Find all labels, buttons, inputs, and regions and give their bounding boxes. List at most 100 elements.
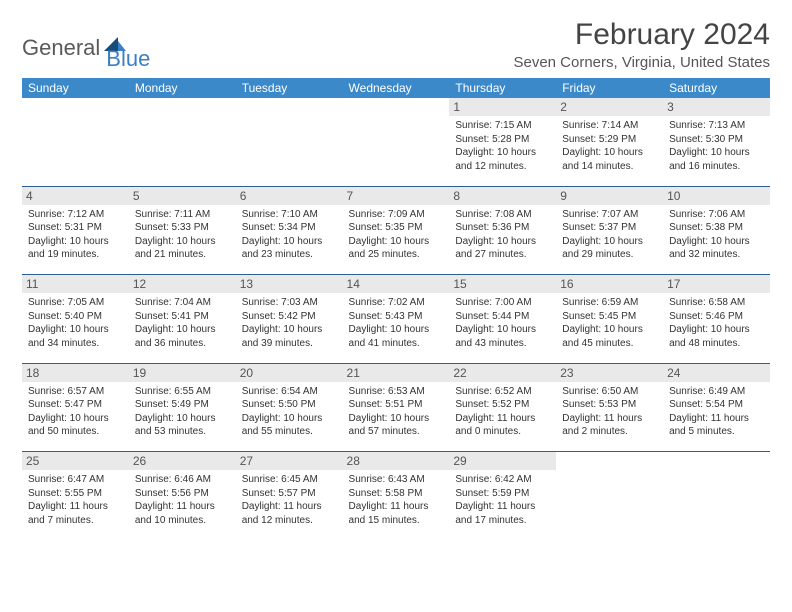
day-details: Sunrise: 6:52 AMSunset: 5:52 PMDaylight:… (453, 385, 552, 439)
day-number: 9 (556, 187, 663, 205)
calendar-cell: 2Sunrise: 7:14 AMSunset: 5:29 PMDaylight… (556, 98, 663, 186)
page-title: February 2024 (513, 18, 770, 52)
calendar-cell: 23 Sunrise: 6:50 AMSunset: 5:53 PMDayligh… (556, 364, 663, 452)
calendar-cell: 27Sunrise: 6:45 AMSunset: 5:57 PMDayligh… (236, 452, 343, 540)
day-number: 27 (236, 452, 343, 470)
day-number: 1 (449, 98, 556, 116)
day-number: 16 (556, 275, 663, 293)
calendar-week: 1 Sunrise: 7:15 AMSunset: 5:28 PMDaylight… (22, 98, 770, 186)
calendar-cell: 5Sunrise: 7:11 AMSunset: 5:33 PMDaylight… (129, 187, 236, 275)
calendar-cell: 4 Sunrise: 7:12 AMSunset: 5:31 PMDaylight… (22, 187, 129, 275)
calendar-cell: 15Sunrise: 7:00 AMSunset: 5:44 PMDayligh… (449, 275, 556, 363)
calendar-cell (22, 98, 129, 186)
day-number: 24 (663, 364, 770, 382)
calendar-cell: 11 Sunrise: 7:05 AMSunset: 5:40 PMDayligh… (22, 275, 129, 363)
day-header: Wednesday (343, 78, 450, 98)
calendar-cell: 25Sunrise: 6:47 AMSunset: 5:55 PMDayligh… (22, 452, 129, 540)
calendar-cell: 17 Sunrise: 6:58 AMSunset: 5:46 PMDayligh… (663, 275, 770, 363)
day-details: Sunrise: 7:05 AMSunset: 5:40 PMDaylight:… (26, 296, 125, 350)
calendar-cell: 1 Sunrise: 7:15 AMSunset: 5:28 PMDaylight… (449, 98, 556, 186)
day-number: 3 (663, 98, 770, 116)
day-details: Sunrise: 6:58 AMSunset: 5:46 PMDaylight:… (667, 296, 766, 350)
calendar-week: 18 Sunrise: 6:57 AMSunset: 5:47 PMDayligh… (22, 364, 770, 452)
day-header: Thursday (449, 78, 556, 98)
day-details: Sunrise: 7:08 AMSunset: 5:36 PMDaylight:… (453, 208, 552, 262)
day-number: 29 (449, 452, 556, 470)
calendar-cell (236, 98, 343, 186)
day-details: Sunrise: 6:53 AMSunset: 5:51 PMDaylight:… (347, 385, 446, 439)
day-number: 8 (449, 187, 556, 205)
day-details: Sunrise: 6:50 AMSunset: 5:53 PMDaylight:… (560, 385, 659, 439)
calendar-cell: 20 Sunrise: 6:54 AMSunset: 5:50 PMDayligh… (236, 364, 343, 452)
calendar-week: 4 Sunrise: 7:12 AMSunset: 5:31 PMDaylight… (22, 187, 770, 275)
day-header: Tuesday (236, 78, 343, 98)
calendar-cell (663, 452, 770, 540)
logo-text-main: General (22, 35, 100, 61)
day-details: Sunrise: 6:59 AMSunset: 5:45 PMDaylight:… (560, 296, 659, 350)
calendar-cell: 19Sunrise: 6:55 AMSunset: 5:49 PMDayligh… (129, 364, 236, 452)
day-number: 22 (449, 364, 556, 382)
day-number: 18 (22, 364, 129, 382)
day-header: Sunday (22, 78, 129, 98)
calendar-cell: 3 Sunrise: 7:13 AMSunset: 5:30 PMDaylight… (663, 98, 770, 186)
calendar-cell (343, 98, 450, 186)
day-details: Sunrise: 7:04 AMSunset: 5:41 PMDaylight:… (133, 296, 232, 350)
day-details: Sunrise: 6:49 AMSunset: 5:54 PMDaylight:… (667, 385, 766, 439)
day-details: Sunrise: 7:13 AMSunset: 5:30 PMDaylight:… (667, 119, 766, 173)
day-header: Friday (556, 78, 663, 98)
calendar-cell: 29 Sunrise: 6:42 AMSunset: 5:59 PMDayligh… (449, 452, 556, 540)
day-number: 10 (663, 187, 770, 205)
day-details: Sunrise: 6:55 AMSunset: 5:49 PMDaylight:… (133, 385, 232, 439)
day-details: Sunrise: 7:06 AMSunset: 5:38 PMDaylight:… (667, 208, 766, 262)
calendar-cell: 8 Sunrise: 7:08 AMSunset: 5:36 PMDaylight… (449, 187, 556, 275)
logo: General Blue (22, 24, 150, 72)
title-block: February 2024 Seven Corners, Virginia, U… (513, 18, 770, 71)
day-number: 12 (129, 275, 236, 293)
calendar-cell: 22 Sunrise: 6:52 AMSunset: 5:52 PMDayligh… (449, 364, 556, 452)
calendar-cell: 14Sunrise: 7:02 AMSunset: 5:43 PMDayligh… (343, 275, 450, 363)
day-number: 4 (22, 187, 129, 205)
day-number: 26 (129, 452, 236, 470)
calendar-cell: 24 Sunrise: 6:49 AMSunset: 5:54 PMDayligh… (663, 364, 770, 452)
day-details: Sunrise: 7:00 AMSunset: 5:44 PMDaylight:… (453, 296, 552, 350)
location-text: Seven Corners, Virginia, United States (513, 54, 770, 71)
day-number: 20 (236, 364, 343, 382)
calendar-cell: 10 Sunrise: 7:06 AMSunset: 5:38 PMDayligh… (663, 187, 770, 275)
day-number: 21 (343, 364, 450, 382)
day-number: 23 (556, 364, 663, 382)
day-header-row: SundayMondayTuesdayWednesdayThursdayFrid… (22, 78, 770, 98)
day-number: 5 (129, 187, 236, 205)
day-number: 13 (236, 275, 343, 293)
day-number: 11 (22, 275, 129, 293)
calendar-cell: 6Sunrise: 7:10 AMSunset: 5:34 PMDaylight… (236, 187, 343, 275)
day-details: Sunrise: 6:47 AMSunset: 5:55 PMDaylight:… (26, 473, 125, 527)
day-details: Sunrise: 7:14 AMSunset: 5:29 PMDaylight:… (560, 119, 659, 173)
calendar-week: 25Sunrise: 6:47 AMSunset: 5:55 PMDayligh… (22, 452, 770, 540)
day-details: Sunrise: 7:12 AMSunset: 5:31 PMDaylight:… (26, 208, 125, 262)
day-details: Sunrise: 7:03 AMSunset: 5:42 PMDaylight:… (240, 296, 339, 350)
day-details: Sunrise: 7:15 AMSunset: 5:28 PMDaylight:… (453, 119, 552, 173)
header: General Blue February 2024 Seven Corners… (22, 18, 770, 72)
calendar-cell (556, 452, 663, 540)
day-details: Sunrise: 6:57 AMSunset: 5:47 PMDaylight:… (26, 385, 125, 439)
calendar-cell: 9Sunrise: 7:07 AMSunset: 5:37 PMDaylight… (556, 187, 663, 275)
day-details: Sunrise: 7:09 AMSunset: 5:35 PMDaylight:… (347, 208, 446, 262)
day-number: 6 (236, 187, 343, 205)
day-number: 28 (343, 452, 450, 470)
day-header: Monday (129, 78, 236, 98)
calendar-cell: 26 Sunrise: 6:46 AMSunset: 5:56 PMDayligh… (129, 452, 236, 540)
calendar-table: SundayMondayTuesdayWednesdayThursdayFrid… (22, 78, 770, 540)
day-number: 7 (343, 187, 450, 205)
calendar-cell: 28 Sunrise: 6:43 AMSunset: 5:58 PMDayligh… (343, 452, 450, 540)
logo-text-sub: Blue (106, 46, 150, 72)
day-details: Sunrise: 6:46 AMSunset: 5:56 PMDaylight:… (133, 473, 232, 527)
day-details: Sunrise: 6:42 AMSunset: 5:59 PMDaylight:… (453, 473, 552, 527)
day-details: Sunrise: 6:54 AMSunset: 5:50 PMDaylight:… (240, 385, 339, 439)
day-details: Sunrise: 6:43 AMSunset: 5:58 PMDaylight:… (347, 473, 446, 527)
day-details: Sunrise: 7:02 AMSunset: 5:43 PMDaylight:… (347, 296, 446, 350)
day-header: Saturday (663, 78, 770, 98)
calendar-cell: 16 Sunrise: 6:59 AMSunset: 5:45 PMDayligh… (556, 275, 663, 363)
calendar-cell: 12 Sunrise: 7:04 AMSunset: 5:41 PMDayligh… (129, 275, 236, 363)
day-number: 17 (663, 275, 770, 293)
calendar-cell (129, 98, 236, 186)
